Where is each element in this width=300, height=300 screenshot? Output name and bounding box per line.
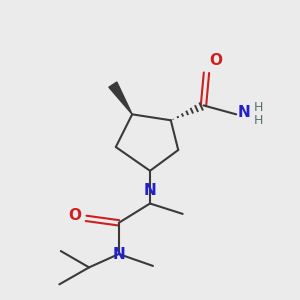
Text: H: H	[254, 101, 263, 114]
Text: N: N	[112, 247, 125, 262]
Text: H: H	[254, 114, 263, 128]
Text: O: O	[69, 208, 82, 223]
Text: O: O	[209, 53, 222, 68]
Text: N: N	[238, 105, 250, 120]
Text: N: N	[144, 183, 156, 198]
Polygon shape	[109, 82, 132, 114]
